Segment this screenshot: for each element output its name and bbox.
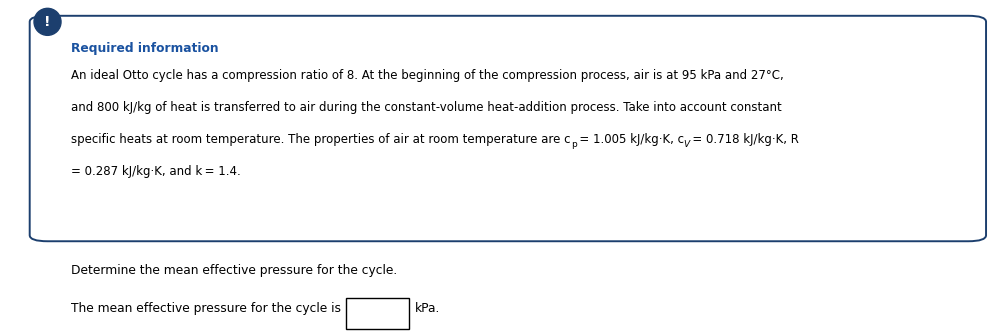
Text: = 1.005 kJ/kg·K, c: = 1.005 kJ/kg·K, c [576,133,683,146]
Text: = 0.718 kJ/kg·K, R: = 0.718 kJ/kg·K, R [690,133,799,146]
Text: kPa.: kPa. [415,302,440,316]
Text: Required information: Required information [71,42,219,55]
Text: Determine the mean effective pressure for the cycle.: Determine the mean effective pressure fo… [71,264,398,277]
Ellipse shape [34,8,61,35]
Text: !: ! [45,15,50,29]
Text: An ideal Otto cycle has a compression ratio of 8. At the beginning of the compre: An ideal Otto cycle has a compression ra… [71,69,784,82]
Text: V: V [683,140,690,149]
Text: specific heats at room temperature. The properties of air at room temperature ar: specific heats at room temperature. The … [71,133,571,146]
Text: The mean effective pressure for the cycle is: The mean effective pressure for the cycl… [71,302,342,316]
Text: = 0.287 kJ/kg·K, and k = 1.4.: = 0.287 kJ/kg·K, and k = 1.4. [71,165,241,178]
Text: and 800 kJ/kg of heat is transferred to air during the constant-volume heat-addi: and 800 kJ/kg of heat is transferred to … [71,101,782,114]
FancyBboxPatch shape [346,298,409,329]
Text: p: p [571,140,576,149]
FancyBboxPatch shape [30,16,986,241]
